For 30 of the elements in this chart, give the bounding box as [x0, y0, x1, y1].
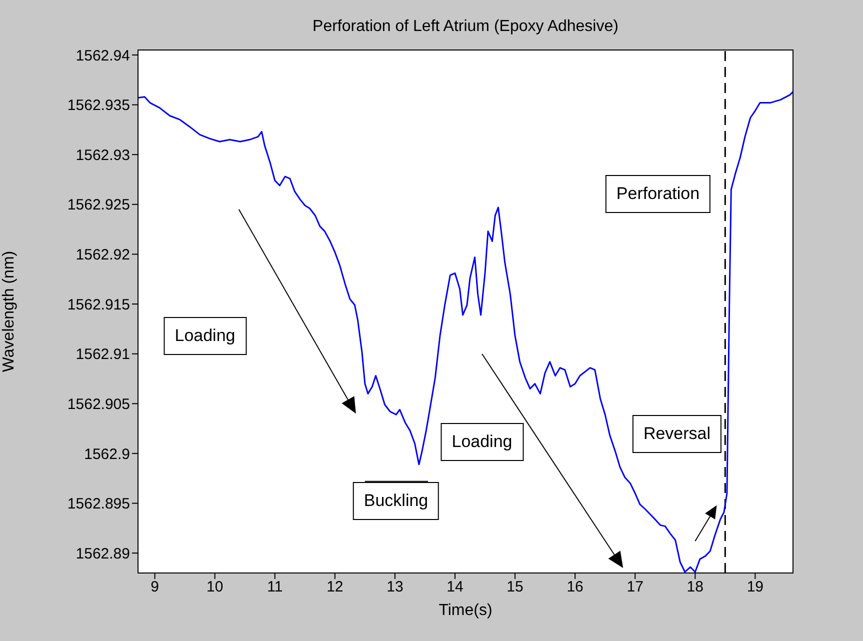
y-tick-label: 1562.9: [84, 446, 130, 463]
x-tick-label: 9: [150, 578, 159, 596]
x-tick-label: 14: [446, 578, 464, 596]
annotation: Reversal: [632, 415, 722, 453]
y-tick-label: 1562.905: [67, 396, 130, 413]
x-tick-label: 19: [746, 578, 764, 596]
y-tick-label: 1562.94: [76, 47, 130, 64]
x-tick-label: 12: [326, 578, 344, 596]
x-axis-title: Time(s): [438, 602, 492, 619]
y-tick-label: 1562.93: [76, 146, 130, 164]
y-tick-label: 1562.89: [76, 545, 130, 562]
y-tick-label: 1562.935: [67, 97, 130, 114]
annotation: Loading: [164, 317, 246, 355]
annotation: Buckling: [352, 482, 440, 520]
x-tick-label: 11: [267, 578, 283, 596]
y-tick-label: 1562.915: [67, 296, 130, 314]
y-axis-title: Wavelength (nm): [0, 250, 18, 372]
annotation: Perforation: [605, 175, 711, 213]
y-tick-label: 1562.895: [67, 496, 130, 513]
y-tick-label: 1562.92: [76, 246, 130, 264]
y-tick-label: 1562.925: [67, 196, 130, 214]
x-tick-label: 15: [506, 578, 524, 596]
x-tick-label: 17: [626, 578, 644, 596]
y-tick-label: 1562.91: [76, 346, 130, 364]
x-tick-label: 13: [386, 578, 404, 596]
x-tick-label: 16: [566, 578, 584, 596]
x-tick-label: 10: [206, 578, 224, 596]
x-tick-label: 18: [686, 578, 704, 596]
chart-title: Perforation of Left Atrium (Epoxy Adhesive): [312, 18, 620, 36]
annotation: Loading: [440, 423, 524, 461]
